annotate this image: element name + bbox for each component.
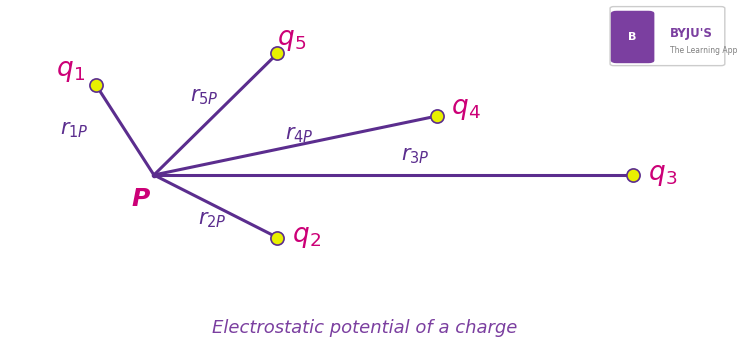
Text: $\mathit{r}_{1P}$: $\mathit{r}_{1P}$ (60, 120, 88, 140)
Text: The Learning App: The Learning App (670, 46, 737, 55)
Text: Electrostatic potential of a charge: Electrostatic potential of a charge (211, 319, 518, 337)
Text: $\mathit{r}_{2P}$: $\mathit{r}_{2P}$ (198, 210, 226, 230)
Text: $\mathbf{\mathit{q}}_{4}$: $\mathbf{\mathit{q}}_{4}$ (452, 96, 481, 122)
Text: $\mathbf{\mathit{q}}_{3}$: $\mathbf{\mathit{q}}_{3}$ (648, 162, 677, 188)
Text: B: B (628, 32, 637, 42)
Point (272, 235, 284, 240)
Text: $\mathbf{\mathit{q}}_{2}$: $\mathbf{\mathit{q}}_{2}$ (292, 224, 321, 251)
Point (431, 113, 443, 119)
Text: BYJU'S: BYJU'S (670, 27, 712, 40)
Point (627, 172, 639, 178)
Text: $\mathit{r}_{3P}$: $\mathit{r}_{3P}$ (401, 146, 430, 166)
Text: P: P (132, 187, 150, 211)
Text: $\mathbf{\mathit{q}}_{1}$: $\mathbf{\mathit{q}}_{1}$ (56, 58, 85, 84)
Text: $\mathit{r}_{5P}$: $\mathit{r}_{5P}$ (190, 87, 219, 107)
Text: $\mathbf{\mathit{q}}_{5}$: $\mathbf{\mathit{q}}_{5}$ (278, 27, 307, 52)
Point (272, 51, 284, 56)
FancyBboxPatch shape (610, 11, 655, 63)
Point (90, 82, 102, 88)
Text: $\mathit{r}_{4P}$: $\mathit{r}_{4P}$ (285, 125, 314, 145)
